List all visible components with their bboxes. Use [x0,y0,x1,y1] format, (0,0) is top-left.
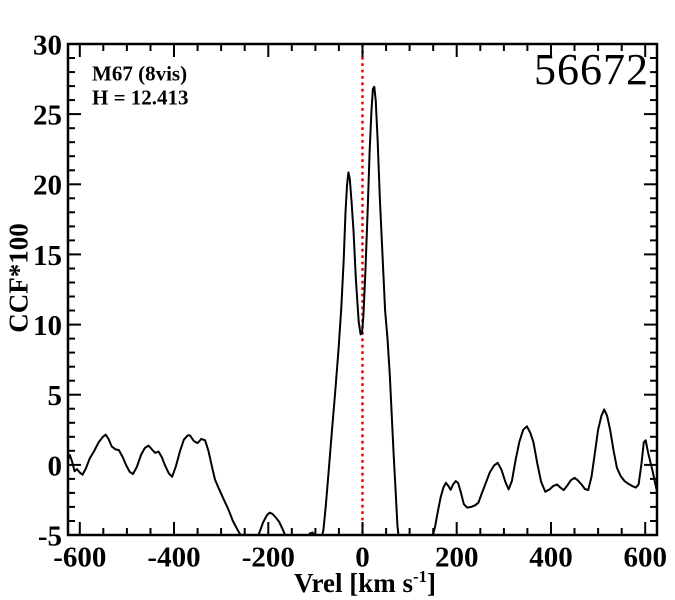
x-axis-title-main: Vrel [km s [294,568,414,598]
y-axis-title: CCF*100 [3,223,34,333]
ccf-curve [68,85,657,535]
y-tick-label: -5 [38,520,62,552]
x-tick-label: -400 [147,541,200,573]
y-tick-label: 5 [48,380,63,412]
x-tick-label: 400 [529,541,573,573]
star-id-label: 56672 [534,45,649,94]
x-axis-title-superscript: -1 [413,567,427,586]
y-tick-label: 25 [33,100,62,132]
x-tick-label: -200 [242,541,295,573]
h-magnitude-label: H = 12.413 [92,85,189,110]
x-tick-label: 600 [623,541,667,573]
x-tick-label: 200 [435,541,479,573]
x-tick-label: -600 [53,541,106,573]
y-tick-label: 20 [33,170,62,202]
x-axis-title: Vrel [km s-1] [294,567,436,598]
x-tick-label: 0 [355,541,370,573]
y-tick-label: 15 [33,240,62,272]
x-axis-title-end: ] [426,568,436,598]
y-tick-label: 30 [33,29,62,61]
y-tick-label: 0 [48,450,63,482]
y-tick-label: 10 [33,310,62,342]
cluster-label: M67 (8vis) [92,61,188,86]
